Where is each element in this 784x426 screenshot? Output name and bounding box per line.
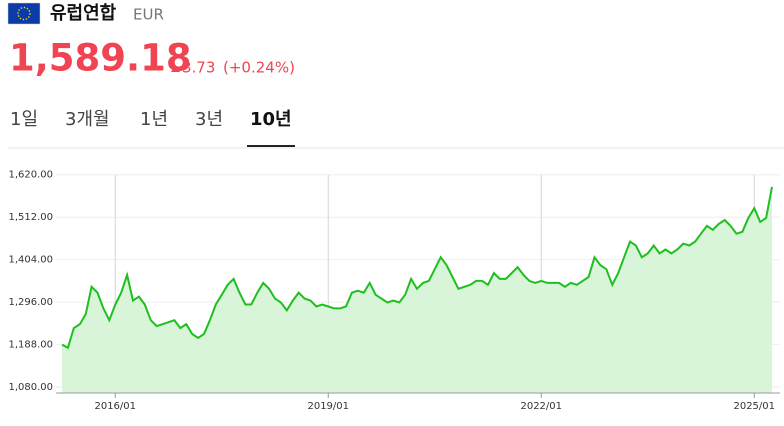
up-arrow — [171, 65, 180, 72]
currency: EUR — [133, 6, 164, 24]
change: 3.73 — [182, 59, 215, 77]
x-tick-label: 2022/01 — [520, 401, 562, 412]
tab[interactable]: 3년 — [195, 109, 223, 130]
flag — [7, 2, 41, 25]
y-tick-label: 1,512.00 — [8, 212, 53, 223]
tab[interactable]: 1일 — [10, 109, 38, 130]
y-tick-label: 1,404.00 — [8, 255, 53, 266]
x-tick-label: 2025/01 — [733, 401, 775, 412]
title: 유럽연합 — [50, 2, 117, 24]
x-tick-label: 2016/01 — [94, 401, 136, 412]
line — [61, 186, 773, 350]
tab[interactable]: 10년 — [250, 109, 292, 130]
tab[interactable]: 1년 — [140, 109, 168, 130]
y-tick-label: 1,188.00 — [8, 340, 53, 351]
y-tick-label: 1,296.00 — [8, 297, 53, 308]
y-tick-label: 1,620.00 — [8, 170, 53, 181]
change-pct: (+0.24%) — [223, 59, 295, 77]
price: 1,589.18 — [9, 37, 192, 80]
y-tick-label: 1,080.00 — [8, 382, 53, 393]
x-tick-label: 2019/01 — [307, 401, 349, 412]
tab[interactable]: 3개월 — [65, 109, 110, 130]
